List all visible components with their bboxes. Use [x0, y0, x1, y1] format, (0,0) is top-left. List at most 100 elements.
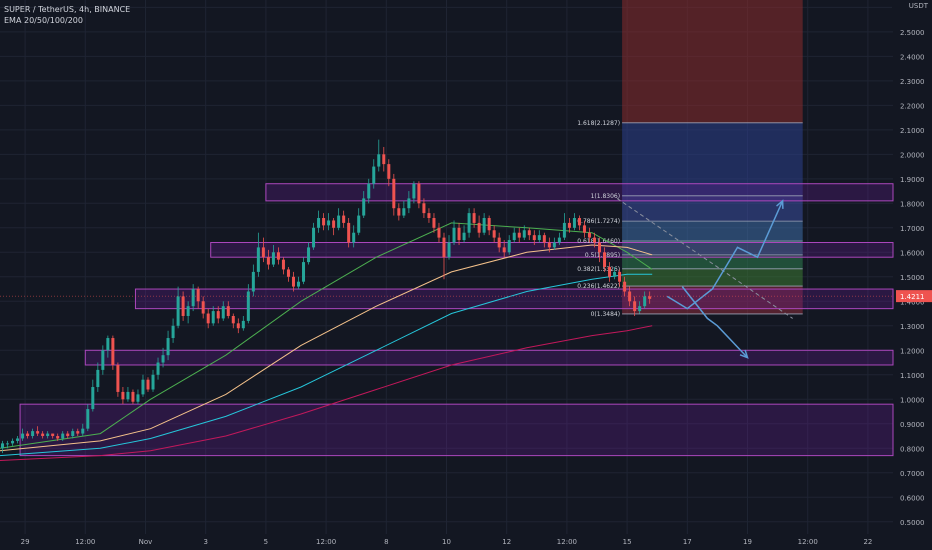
y-tick-label: 1.9000: [900, 176, 925, 184]
candle-body: [46, 433, 50, 437]
candle-body: [151, 374, 155, 390]
fib-level-label: 0.236(1.4622): [577, 283, 620, 290]
y-tick-label: 1.1000: [900, 372, 925, 380]
candle-body: [512, 232, 516, 241]
indicator-legend: EMA 20/50/100/200: [4, 16, 83, 25]
candle-body: [492, 230, 496, 238]
candle-body: [387, 164, 391, 179]
candle-body: [286, 269, 290, 277]
candle-body: [497, 237, 501, 248]
candle-body: [307, 247, 311, 263]
candle-body: [86, 409, 90, 429]
candle-body: [106, 338, 110, 351]
candle-body: [407, 198, 411, 209]
candle-body: [71, 431, 75, 437]
fib-level-label: 0.382(1.5326): [577, 266, 620, 273]
y-tick-label: 2.2000: [900, 102, 925, 110]
candle-body: [367, 183, 371, 199]
candle-body: [613, 271, 617, 277]
x-tick-label: 12:00: [75, 538, 95, 546]
candle-body: [587, 232, 591, 238]
y-tick-label: 1.0000: [900, 396, 925, 404]
x-tick-label: Nov: [139, 538, 153, 546]
candle-body: [618, 271, 622, 282]
candle-body: [266, 257, 270, 265]
y-tick-label: 0.7000: [900, 470, 925, 478]
candle-body: [231, 315, 235, 324]
y-tick-label: 0.8000: [900, 445, 925, 453]
candle-body: [628, 291, 632, 302]
fib-level-label: 1.618(2.1287): [577, 120, 620, 127]
x-tick-label: 8: [384, 538, 388, 546]
candle-body: [276, 252, 280, 260]
fib-level-label: 0(1.3484): [591, 311, 621, 318]
candle-body: [317, 218, 321, 228]
candle-body: [517, 232, 521, 238]
candle-body: [281, 259, 285, 270]
fib-band: [622, 241, 803, 255]
x-tick-label: 12:00: [798, 538, 818, 546]
candle-body: [322, 218, 326, 226]
candle-body: [598, 242, 602, 253]
candle-body: [623, 281, 627, 292]
candle-body: [126, 391, 130, 400]
candle-body: [201, 301, 205, 314]
chart-title: SUPER / TetherUS, 4h, BINANCE: [4, 5, 131, 14]
fib-level-label: 0.5(1.5895): [585, 252, 620, 259]
candle-body: [146, 379, 150, 390]
candle-body: [121, 391, 125, 400]
candle-body: [11, 440, 15, 444]
y-tick-label: 1.4000: [900, 298, 925, 306]
candle-body: [61, 433, 65, 439]
candle-body: [271, 252, 275, 265]
candle-body: [532, 235, 536, 241]
x-tick-label: 22: [863, 538, 872, 546]
candle-body: [16, 438, 20, 441]
price-zone: [134, 288, 894, 310]
candle-body: [296, 281, 301, 287]
candle-body: [156, 362, 160, 375]
price-zone: [265, 183, 894, 202]
candle-body: [327, 220, 331, 226]
current-price-tag: [896, 290, 932, 303]
price-zone: [19, 403, 894, 457]
candle-body: [261, 247, 265, 258]
x-tick-label: 29: [21, 538, 30, 546]
x-tick-label: 3: [203, 538, 207, 546]
candle-body: [41, 433, 45, 437]
candle-body: [81, 428, 85, 434]
candle-body: [347, 222, 351, 243]
x-tick-label: 12:00: [316, 538, 336, 546]
y-tick-label: 2.0000: [900, 151, 925, 159]
y-tick-label: 2.3000: [900, 78, 925, 86]
candle-body: [256, 247, 260, 272]
fib-band: [622, 286, 803, 314]
candle-body: [447, 242, 451, 258]
y-tick-label: 2.5000: [900, 29, 925, 37]
x-tick-label: 19: [743, 538, 752, 546]
projection-down-arrowhead: [739, 349, 749, 359]
candle-body: [337, 215, 341, 228]
candle-body: [572, 218, 576, 228]
fib-level-label: 1(1.8306): [591, 193, 621, 200]
x-tick-label: 5: [264, 538, 268, 546]
candle-body: [442, 237, 446, 258]
candle-body: [437, 227, 441, 238]
fib-band: [622, 0, 803, 123]
candle-body: [382, 154, 386, 165]
candle-body: [196, 289, 200, 302]
fib-band: [622, 195, 803, 222]
current-price-label: 1.4211: [900, 293, 925, 301]
candle-body: [332, 220, 336, 228]
candle-body: [527, 230, 531, 236]
candle-body: [648, 296, 652, 299]
fib-band: [622, 268, 803, 287]
axis-unit: USDT: [892, 2, 928, 14]
fib-band: [622, 254, 803, 269]
candle-body: [51, 433, 55, 437]
candle-body: [206, 313, 210, 324]
candle-body: [537, 235, 541, 241]
x-tick-label: 12:00: [557, 538, 577, 546]
candle-body: [427, 213, 431, 219]
